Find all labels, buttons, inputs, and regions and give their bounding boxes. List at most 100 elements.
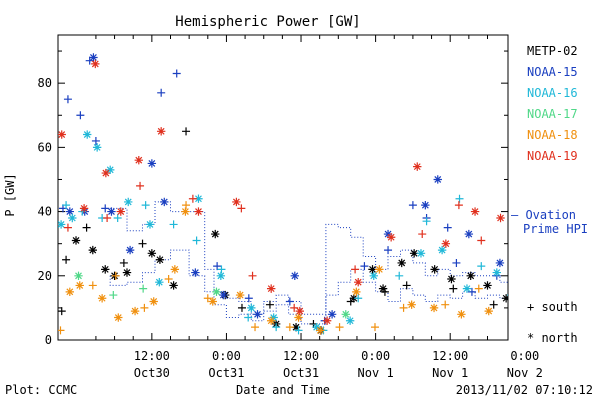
noaa-19-north-point [322, 316, 332, 325]
noaa-16-north-point [92, 143, 102, 152]
x-tick-label-date: Oct31 [208, 366, 244, 380]
noaa-16-south-point [395, 271, 404, 280]
noaa-16-south-point [272, 323, 281, 332]
noaa-18-north-point [65, 287, 75, 297]
noaa-19-south-point [63, 223, 72, 232]
noaa-18-south-point [285, 323, 294, 332]
noaa-19-south-point [188, 194, 197, 203]
metp-02-south-point [489, 300, 498, 309]
noaa-16-north-point [68, 213, 77, 223]
noaa-19-north-point [413, 162, 422, 171]
noaa-15-south-point [452, 258, 461, 267]
noaa-18-north-point [130, 306, 140, 316]
noaa-18-north-point [512, 313, 520, 321]
metp-02-north-point [71, 236, 81, 245]
legend-noaa-19: NOAA-19 [527, 149, 578, 163]
noaa-15-north-point [383, 229, 393, 239]
metp-02-south-point [402, 281, 411, 290]
noaa-19-north-point [295, 306, 304, 316]
noaa-18-south-point [541, 288, 549, 296]
noaa-16-north-point [106, 165, 115, 175]
noaa-15-north-point [464, 229, 474, 239]
noaa-19-north-point [470, 207, 480, 216]
noaa-15-north-point [290, 271, 300, 280]
noaa-19-north-point [91, 59, 100, 69]
ovation-south-curve [110, 201, 508, 315]
metp-02-south-point [515, 272, 523, 280]
noaa-16-south-point [354, 294, 363, 303]
noaa-19-south-point [418, 230, 427, 239]
chart-title: Hemispheric Power [GW] [175, 14, 360, 30]
metp-02-north-point [88, 245, 98, 255]
footer-plot-credit: Plot: CCMC [5, 383, 77, 397]
x-tick-label-time: 0:00 [510, 349, 539, 363]
noaa-19-south-point [538, 272, 546, 280]
x-tick-label-time: 12:00 [432, 349, 468, 363]
metp-02-north-point [447, 274, 456, 284]
x-tick-label-time: 12:00 [134, 349, 170, 363]
metp-02-north-point [501, 294, 508, 303]
noaa-19-north-point [519, 278, 527, 286]
noaa-17-north-point [74, 271, 83, 280]
noaa-15-north-point [433, 175, 442, 184]
noaa-18-south-point [88, 281, 97, 290]
noaa-15-south-point [172, 69, 181, 78]
noaa-16-north-point [247, 303, 256, 313]
noaa-18-north-point [208, 297, 217, 306]
noaa-16-north-point [492, 268, 502, 277]
noaa-18-south-point [335, 323, 344, 332]
noaa-19-south-point [351, 265, 360, 274]
noaa-18-north-point [457, 310, 466, 319]
noaa-18-south-point [474, 284, 483, 293]
noaa-18-north-point [149, 297, 158, 306]
noaa-17-south-point [139, 284, 148, 293]
noaa-18-south-point [203, 294, 212, 303]
noaa-16-north-point [312, 322, 321, 332]
metp-02-north-point [291, 322, 301, 332]
noaa-16-north-point [462, 284, 472, 293]
noaa-16-south-point [169, 220, 178, 229]
x-tick-label-date: Oct30 [134, 366, 170, 380]
noaa-15-north-point [65, 207, 75, 216]
noaa-18-south-point [441, 300, 450, 309]
noaa-18-south-point [182, 201, 191, 210]
noaa-16-south-point [244, 313, 253, 322]
metp-02-north-point [122, 268, 132, 277]
noaa-19-south-point [136, 181, 145, 190]
y-tick-label: 80 [38, 76, 52, 90]
metp-02-north-point [539, 268, 547, 276]
metp-02-south-point [182, 127, 191, 136]
footer-timestamp: 2013/11/02 07:10:12 [456, 383, 593, 397]
noaa-15-north-point [89, 53, 98, 62]
y-tick-label: 60 [38, 140, 52, 154]
noaa-15-south-point [91, 136, 100, 145]
x-tick-label-date: Nov 1 [432, 366, 468, 380]
noaa-16-south-point [294, 326, 303, 335]
noaa-18-south-point [251, 323, 260, 332]
noaa-18-south-point [516, 317, 524, 325]
noaa-15-south-point [157, 88, 166, 97]
noaa-15-north-point [160, 197, 169, 207]
legend-marker-south: + south [527, 300, 578, 314]
noaa-15-north-point [191, 268, 200, 277]
y-tick-label: 0 [45, 333, 52, 347]
metp-02-north-point [483, 281, 492, 290]
noaa-16-south-point [62, 201, 71, 210]
y-axis-label: P [GW] [3, 173, 17, 216]
noaa-15-south-point [285, 297, 294, 306]
noaa-18-north-point [429, 303, 439, 313]
noaa-18-north-point [170, 265, 180, 274]
metp-02-north-point [147, 249, 157, 258]
noaa-18-north-point [75, 281, 84, 290]
metp-02-south-point [237, 303, 246, 312]
noaa-18-south-point [370, 323, 379, 332]
noaa-18-south-point [58, 326, 65, 335]
noaa-16-south-point [217, 265, 226, 274]
noaa-16-north-point [369, 271, 378, 280]
noaa-15-south-point [552, 272, 560, 280]
x-tick-label-date: Nov 1 [358, 366, 394, 380]
noaa-15-south-point [384, 246, 393, 255]
noaa-18-north-point [97, 294, 107, 303]
noaa-18-north-point [316, 326, 325, 335]
